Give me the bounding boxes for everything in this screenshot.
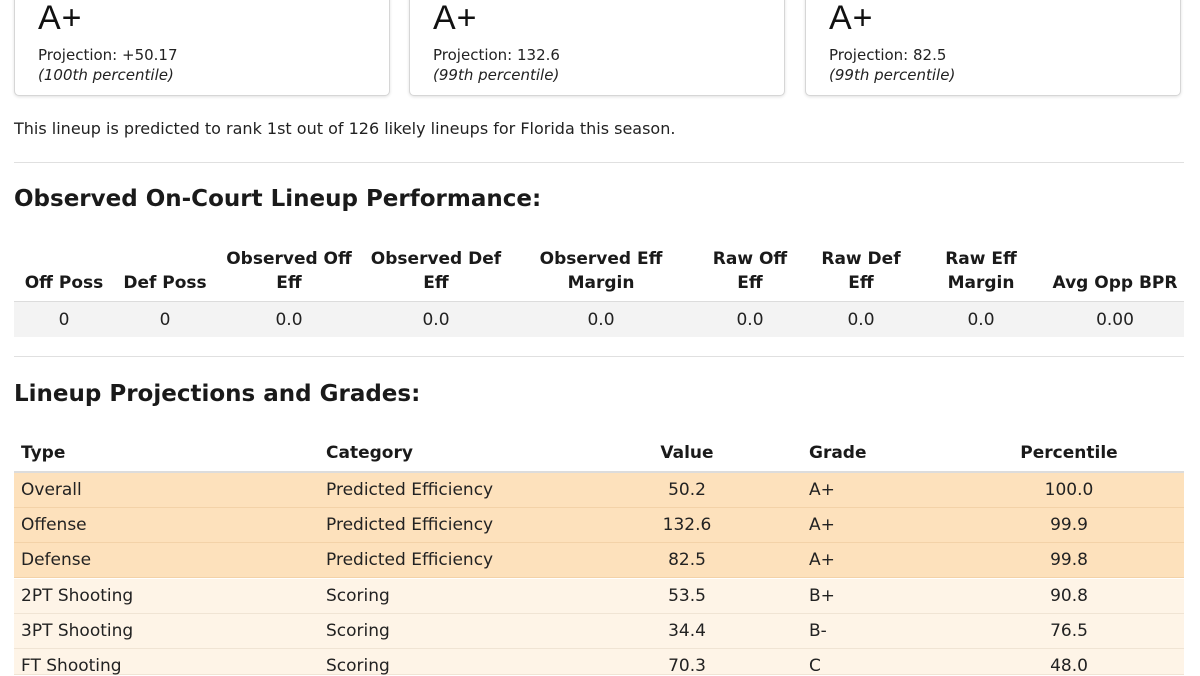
cell-raw-eff-margin: 0.0 <box>967 310 995 330</box>
grade-cards: A+ Projection: +50.17 (100th percentile)… <box>14 0 1184 98</box>
cell-category: Scoring <box>326 586 390 606</box>
card-projection: Projection: 132.6 <box>433 46 560 64</box>
grade-card-overall: A+ Projection: +50.17 (100th percentile) <box>14 0 390 96</box>
header-grade[interactable]: Grade <box>809 443 867 463</box>
table-row: 0 0 0.0 0.0 0.0 0.0 0.0 0.0 0.00 <box>14 302 1184 337</box>
header-percentile[interactable]: Percentile <box>1020 443 1118 463</box>
card-percentile: (99th percentile) <box>829 66 956 84</box>
cell-category: Predicted Efficiency <box>326 480 494 500</box>
card-projection: Projection: 82.5 <box>829 46 947 64</box>
cell-grade: A+ <box>809 515 835 535</box>
projections-table-header: Type Category Value Grade Percentile <box>14 437 1184 473</box>
header-value[interactable]: Value <box>660 443 714 463</box>
cell-value: 34.4 <box>668 621 706 641</box>
card-grade: A+ <box>38 0 83 37</box>
cell-category: Scoring <box>326 621 390 641</box>
observed-section-title: Observed On-Court Lineup Performance: <box>14 186 542 212</box>
divider <box>14 356 1184 357</box>
cell-observed-eff-margin: 0.0 <box>587 310 615 330</box>
card-projection: Projection: +50.17 <box>38 46 178 64</box>
table-row: Overall Predicted Efficiency 50.2 A+ 100… <box>14 473 1184 508</box>
projections-section-title: Lineup Projections and Grades: <box>14 381 421 407</box>
cell-grade: B+ <box>809 586 835 606</box>
header-raw-def-eff[interactable]: Raw Def Eff <box>821 249 901 293</box>
cell-percentile: 99.8 <box>1050 550 1088 570</box>
observed-table-header: Off Poss Def Poss Observed Off Eff Observ… <box>14 246 1184 303</box>
cell-category: Scoring <box>326 656 390 676</box>
header-observed-def-eff[interactable]: Observed Def Eff <box>370 249 502 293</box>
cell-observed-def-eff: 0.0 <box>422 310 450 330</box>
card-percentile: (99th percentile) <box>433 66 560 84</box>
cell-grade: A+ <box>809 480 835 500</box>
cell-percentile: 76.5 <box>1050 621 1088 641</box>
cell-value: 82.5 <box>668 550 706 570</box>
header-raw-eff-margin[interactable]: Raw Eff Margin <box>945 249 1017 293</box>
cell-observed-off-eff: 0.0 <box>275 310 303 330</box>
cell-type: Overall <box>21 480 82 500</box>
cell-type: Defense <box>21 550 92 570</box>
cell-off-poss: 0 <box>58 310 70 330</box>
cell-avg-opp-bpr: 0.00 <box>1096 310 1134 330</box>
header-category[interactable]: Category <box>326 443 413 463</box>
card-grade: A+ <box>433 0 478 37</box>
cell-grade: B- <box>809 621 827 641</box>
cell-type: 3PT Shooting <box>21 621 134 641</box>
cell-type: FT Shooting <box>21 656 122 676</box>
cell-def-poss: 0 <box>159 310 171 330</box>
cell-value: 132.6 <box>662 515 712 535</box>
cell-value: 50.2 <box>668 480 706 500</box>
table-row: Defense Predicted Efficiency 82.5 A+ 99.… <box>14 543 1184 578</box>
header-off-poss[interactable]: Off Poss <box>24 273 104 293</box>
header-observed-off-eff[interactable]: Observed Off Eff <box>226 249 352 293</box>
cell-percentile: 48.0 <box>1050 656 1088 676</box>
cell-type: Offense <box>21 515 87 535</box>
cell-type: 2PT Shooting <box>21 586 134 606</box>
grade-card-defense: A+ Projection: 82.5 (99th percentile) <box>805 0 1181 96</box>
header-observed-eff-margin[interactable]: Observed Eff Margin <box>539 249 663 293</box>
header-def-poss[interactable]: Def Poss <box>123 273 207 293</box>
header-type[interactable]: Type <box>21 443 66 463</box>
table-row: FT Shooting Scoring 70.3 C 48.0 <box>14 649 1184 676</box>
cell-percentile: 90.8 <box>1050 586 1088 606</box>
table-row: 3PT Shooting Scoring 34.4 B- 76.5 <box>14 614 1184 649</box>
table-row: Offense Predicted Efficiency 132.6 A+ 99… <box>14 508 1184 543</box>
cell-grade: A+ <box>809 550 835 570</box>
grade-card-offense: A+ Projection: 132.6 (99th percentile) <box>409 0 785 96</box>
cell-grade: C <box>809 656 821 676</box>
cell-value: 70.3 <box>668 656 706 676</box>
cell-value: 53.5 <box>668 586 706 606</box>
header-raw-off-eff[interactable]: Raw Off Eff <box>712 249 788 293</box>
card-percentile: (100th percentile) <box>38 66 174 84</box>
cell-category: Predicted Efficiency <box>326 550 494 570</box>
table-row: 2PT Shooting Scoring 53.5 B+ 90.8 <box>14 579 1184 614</box>
header-avg-opp-bpr[interactable]: Avg Opp BPR <box>1052 273 1178 293</box>
cell-percentile: 100.0 <box>1044 480 1094 500</box>
lineup-rank-summary: This lineup is predicted to rank 1st out… <box>14 119 676 138</box>
divider <box>14 162 1184 163</box>
cell-raw-def-eff: 0.0 <box>847 310 875 330</box>
card-grade: A+ <box>829 0 874 37</box>
cell-percentile: 99.9 <box>1050 515 1088 535</box>
cell-category: Predicted Efficiency <box>326 515 494 535</box>
cell-raw-off-eff: 0.0 <box>736 310 764 330</box>
